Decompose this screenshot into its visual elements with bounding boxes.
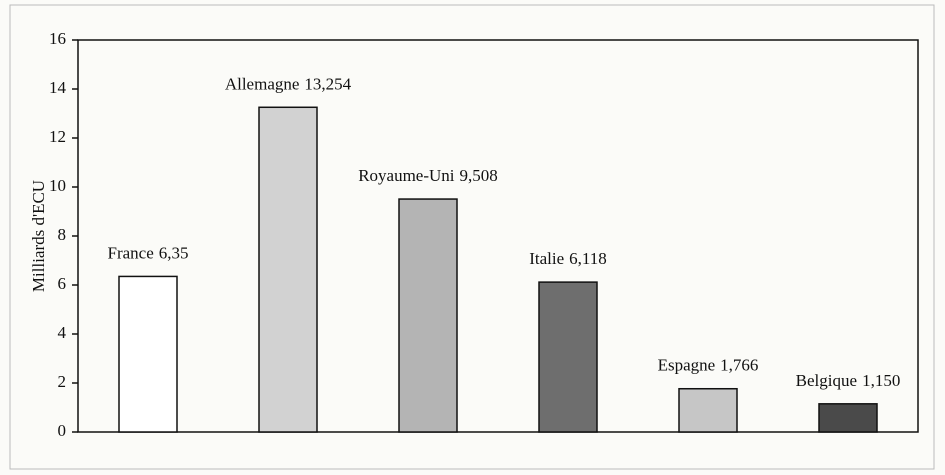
bar bbox=[678, 387, 738, 433]
value-label: 13,254 bbox=[304, 74, 351, 93]
y-axis-label: Milliards d'ECU bbox=[29, 180, 48, 292]
y-tick-label: 12 bbox=[49, 127, 66, 146]
y-tick-label: 4 bbox=[58, 323, 67, 342]
value-label: 9,508 bbox=[460, 166, 498, 185]
y-tick-label: 2 bbox=[58, 372, 67, 391]
bar-label: Allemagne 13,254 bbox=[225, 74, 352, 93]
bar bbox=[538, 281, 598, 433]
y-tick-label: 16 bbox=[49, 29, 66, 48]
bar-label: Belgique 1,150 bbox=[796, 371, 901, 390]
category-label: France bbox=[107, 243, 153, 262]
bar-label: Royaume-Uni 9,508 bbox=[358, 166, 498, 185]
category-label: Espagne bbox=[658, 356, 716, 375]
value-label: 1,150 bbox=[862, 371, 900, 390]
category-label: Belgique bbox=[796, 371, 857, 390]
bar-label: Espagne 1,766 bbox=[658, 356, 759, 375]
y-tick-label: 0 bbox=[58, 421, 67, 440]
value-label: 6,118 bbox=[569, 249, 607, 268]
y-tick-label: 8 bbox=[58, 225, 67, 244]
category-label: Allemagne bbox=[225, 74, 300, 93]
bar-label: France 6,35 bbox=[107, 243, 188, 262]
bar bbox=[398, 198, 458, 433]
y-tick-label: 10 bbox=[49, 176, 66, 195]
y-tick-label: 6 bbox=[58, 274, 67, 293]
bar bbox=[258, 106, 318, 433]
bar bbox=[118, 275, 178, 433]
frame bbox=[9, 4, 935, 470]
bar-label: Italie 6,118 bbox=[529, 249, 607, 268]
plot-area bbox=[77, 39, 919, 433]
y-tick-label: 14 bbox=[49, 78, 67, 97]
value-label: 1,766 bbox=[720, 356, 758, 375]
value-label: 6,35 bbox=[159, 243, 189, 262]
category-label: Italie bbox=[529, 249, 564, 268]
bar bbox=[818, 403, 878, 433]
category-label: Royaume-Uni bbox=[358, 166, 455, 185]
